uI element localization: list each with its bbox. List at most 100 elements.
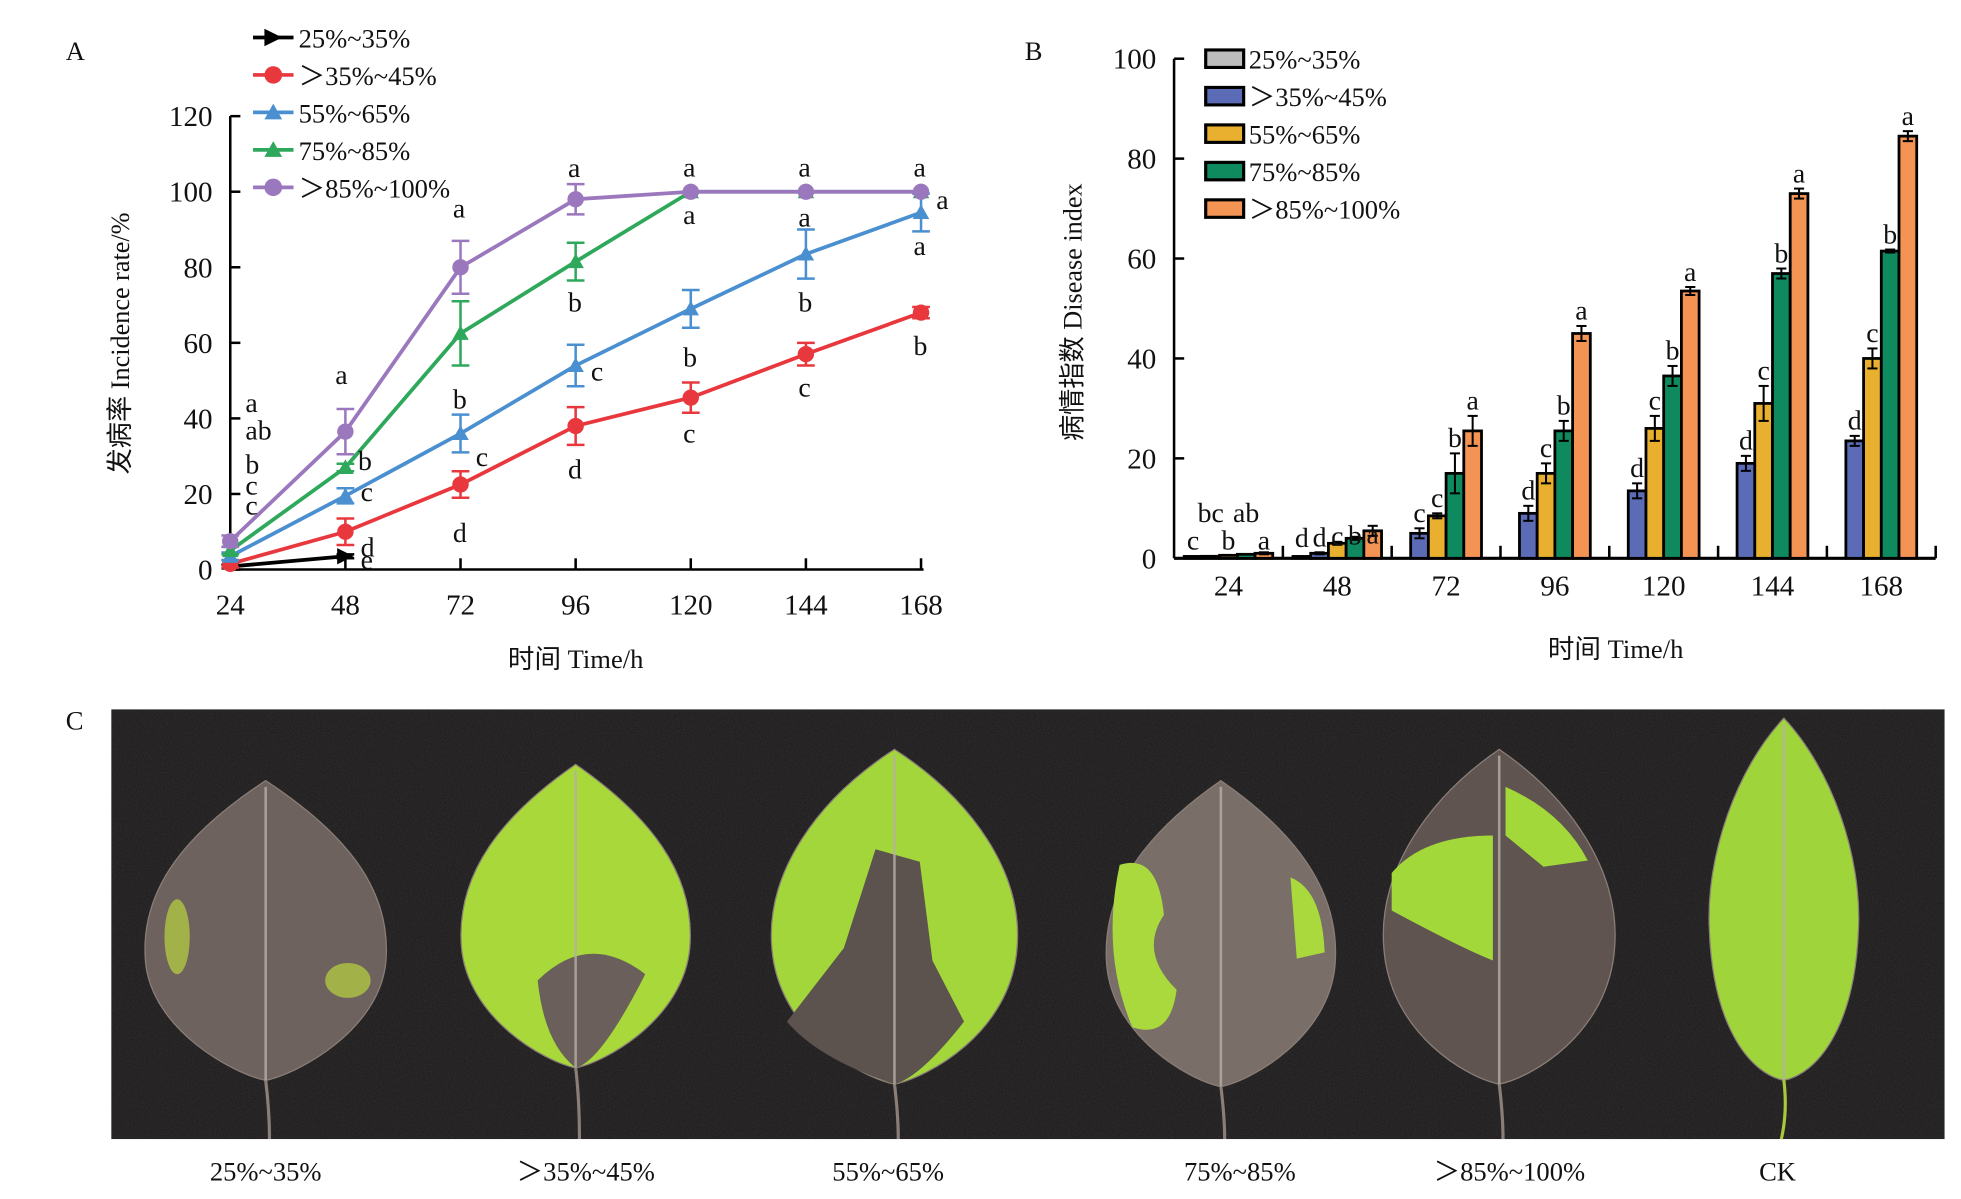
legend-swatch	[1204, 48, 1246, 70]
leaf-patch	[164, 899, 190, 975]
data-point	[222, 533, 239, 550]
significance-letter: b	[1883, 218, 1897, 249]
significance-letter: b	[453, 383, 467, 414]
legend-swatch	[1204, 123, 1246, 144]
data-point	[452, 325, 469, 340]
legend-label: 75%~85%	[299, 136, 411, 166]
axes: 0 20 40 60 80 100 120 24 48 72 96 120 144 168	[169, 101, 943, 621]
significance-letter: d	[453, 517, 467, 548]
legend-item: 75%~85%	[253, 136, 410, 166]
y-axis-label: 病情指数 Disease index	[1058, 183, 1088, 441]
leaf-petiole	[1219, 1086, 1227, 1140]
significance-letter: c	[245, 470, 257, 501]
data-point	[797, 346, 815, 363]
x-tick-label: 48	[1323, 571, 1352, 603]
legend-label: 55%~65%	[1249, 120, 1361, 150]
bar	[1218, 553, 1239, 560]
legend-item: ＞85%~100%	[1204, 195, 1401, 225]
bar	[1788, 192, 1810, 560]
x-tick-label: 24	[216, 590, 245, 622]
significance-letter: b	[568, 287, 582, 318]
y-axis-label: 发病率 Incidence rate/%	[105, 212, 135, 474]
significance-letter: d	[1630, 452, 1644, 483]
panel-label-a: A	[66, 36, 85, 66]
significance-letter: e	[361, 544, 373, 575]
leaf-label: ＞85%~100%	[1434, 1156, 1586, 1186]
significance-letter: b	[798, 287, 812, 318]
series-group	[221, 182, 930, 572]
legend-label: 55%~65%	[299, 99, 411, 129]
data-point	[337, 548, 354, 565]
data-point	[912, 304, 930, 321]
significance-letter: c	[1540, 432, 1552, 463]
legend-swatch	[1204, 198, 1246, 219]
bar	[1291, 555, 1313, 560]
data-point	[222, 542, 239, 558]
leaf-patch	[537, 953, 646, 1068]
leaf-label: 55%~65%	[832, 1156, 944, 1186]
significance-letter: d	[361, 532, 375, 563]
legend-item: ＞35%~45%	[1204, 82, 1387, 112]
leaf-labels: 25%~35% ＞35%~45% 55%~65% 75%~85% ＞85%~100% CK	[210, 1156, 1796, 1186]
x-tick-label: 72	[1432, 571, 1461, 603]
x-tick-label: 168	[1859, 571, 1903, 603]
significance-letter: ab	[245, 415, 271, 446]
bar	[1753, 402, 1774, 560]
x-tick-label: 120	[669, 590, 713, 622]
y-tick-label: 120	[169, 101, 213, 133]
significance-letter: a	[1684, 256, 1696, 287]
bar	[1182, 555, 1204, 560]
leaf	[770, 748, 1019, 1140]
bars-group	[1182, 130, 1919, 560]
legend: 25%~35% ＞35%~45% 55%~65% 75%~85% ＞85%~100%	[1204, 45, 1401, 225]
significance-letter: b	[1348, 520, 1362, 551]
significance-letter: d	[1848, 405, 1862, 436]
leaf	[1105, 779, 1337, 1140]
legend-label: ＞85%~100%	[299, 173, 451, 203]
bar	[1735, 461, 1757, 560]
data-point	[682, 389, 700, 406]
x-tick-label: 144	[784, 590, 828, 622]
leaf-patch	[1505, 786, 1588, 867]
photo-texture	[111, 709, 1945, 1140]
leaf	[460, 763, 691, 1140]
significance-letter: c	[591, 356, 603, 387]
significance-letter: c	[798, 372, 810, 403]
bar	[1200, 554, 1222, 560]
leaf-patch	[1290, 877, 1325, 959]
data-point	[567, 417, 584, 435]
bar	[1680, 289, 1701, 560]
data-point	[567, 253, 584, 269]
x-tick-label: 48	[331, 590, 360, 622]
leaf-label: CK	[1759, 1156, 1796, 1186]
x-axis-label: 时间 Time/h	[1548, 634, 1683, 664]
x-tick-label: 72	[446, 590, 475, 622]
significance-letter: c	[1431, 482, 1443, 513]
y-tick-label: 100	[1113, 44, 1157, 76]
x-tick-label: 96	[561, 590, 590, 622]
data-point	[567, 191, 584, 208]
y-tick-label: 40	[183, 404, 212, 436]
bar	[1644, 427, 1666, 560]
bar	[1897, 134, 1919, 560]
data-point	[912, 183, 930, 200]
significance-letter: a	[913, 230, 925, 261]
significance-letter: b	[1222, 525, 1236, 556]
leaf-label: 25%~35%	[210, 1156, 322, 1186]
bar	[1662, 374, 1683, 560]
significance-letter: a	[683, 199, 695, 230]
legend-item: ＞35%~45%	[253, 61, 437, 91]
data-point	[337, 487, 354, 503]
series-line	[230, 554, 346, 569]
y-tick-label: 0	[1142, 543, 1157, 575]
significance-letter: c	[245, 490, 257, 521]
x-tick-label: 24	[1214, 571, 1243, 603]
significance-letter: a	[568, 152, 580, 183]
significance-letter: a	[1367, 519, 1379, 550]
legend-label: ＞85%~100%	[1249, 195, 1401, 225]
legend-swatch	[1204, 85, 1246, 107]
leaf-petiole	[1497, 1083, 1505, 1140]
x-axis-label: 时间 Time/h	[508, 644, 643, 674]
